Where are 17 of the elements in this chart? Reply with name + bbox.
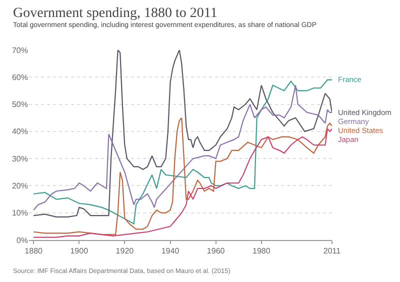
y-tick-label: 30%	[12, 154, 28, 164]
y-tick-label: 50%	[12, 100, 28, 110]
line-series	[33, 50, 332, 218]
x-tick-label: 1900	[70, 246, 89, 256]
x-tick-label: 1940	[161, 246, 180, 256]
y-tick-label: 70%	[12, 46, 28, 55]
x-tick-label: 1880	[24, 246, 44, 256]
chart-title: Government spending, 1880 to 2011	[13, 6, 218, 21]
y-tick-label: 60%	[12, 72, 28, 82]
x-tick-label: 1980	[252, 246, 271, 256]
y-tick-label: 0%	[16, 236, 28, 245]
x-tick-label: 1960	[206, 246, 226, 256]
y-tick-label: 20%	[12, 182, 28, 191]
y-tick-label: 40%	[12, 127, 28, 136]
x-tick-label: 1920	[116, 246, 134, 256]
x-tick-label: 2011	[323, 246, 342, 256]
y-tick-label: 10%	[12, 208, 28, 218]
